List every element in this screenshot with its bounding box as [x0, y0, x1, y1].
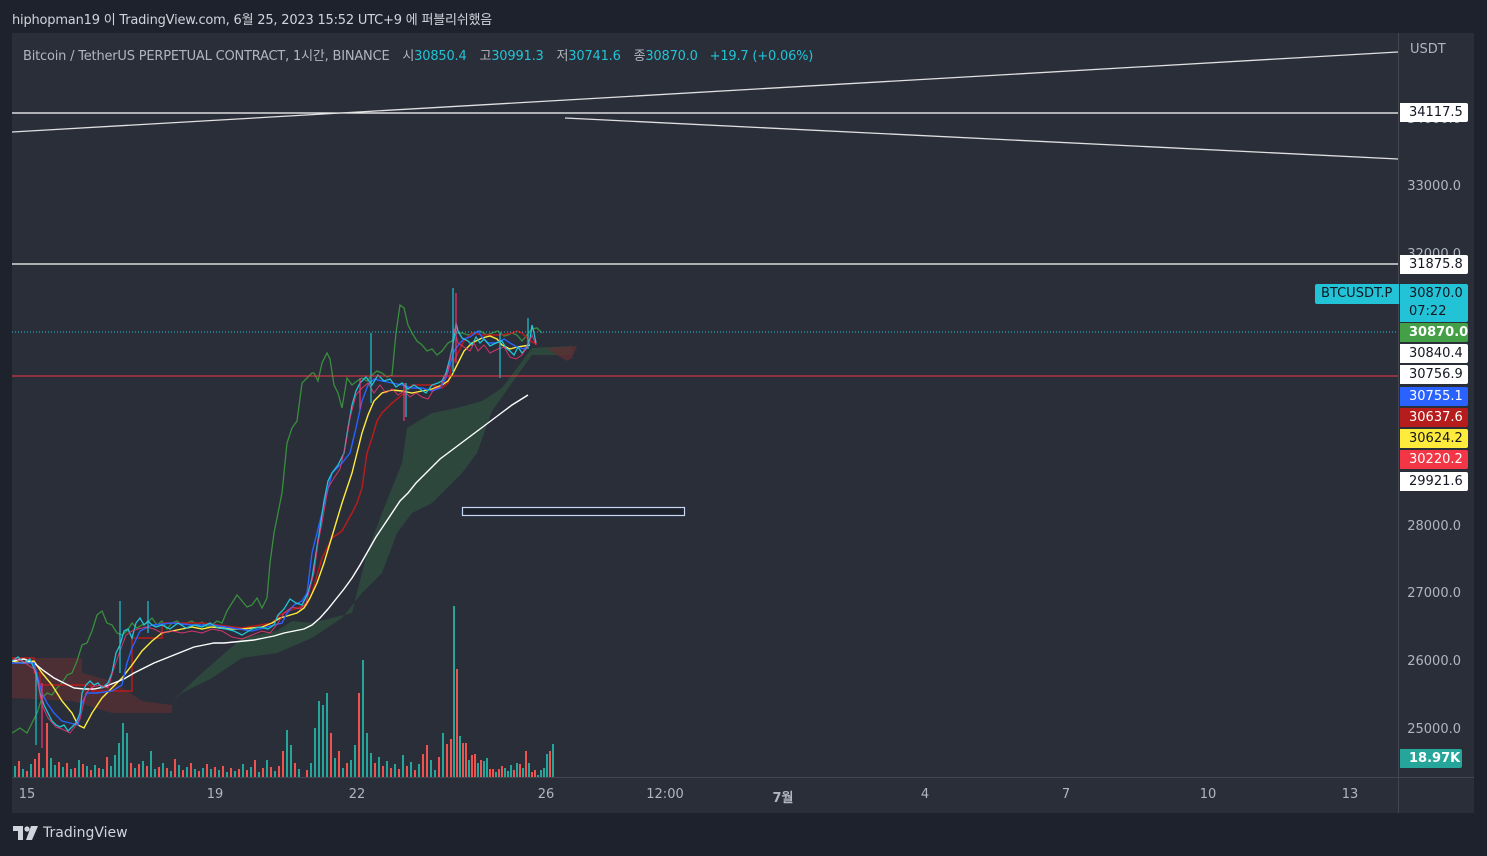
price-bars-up — [12, 322, 537, 733]
price-badge-lagging: 30870.0 — [1400, 323, 1468, 342]
currency-label: USDT — [1410, 42, 1446, 57]
volume-badge: 18.97K — [1400, 749, 1462, 768]
last-price-badge: 30870.0 07:22 — [1400, 284, 1468, 322]
high-value: 30991.3 — [491, 49, 544, 64]
price-tick: 33000.0 — [1407, 179, 1461, 194]
wicks — [35, 288, 529, 745]
time-tick: 15 — [18, 787, 36, 802]
lagging-span — [12, 303, 543, 734]
bar-countdown: 07:22 — [1409, 304, 1447, 319]
tradingview-watermark[interactable]: TradingView — [13, 825, 128, 841]
tradingview-logo-icon — [13, 826, 38, 840]
price-tick: 25000.0 — [1407, 722, 1461, 737]
open-value: 30850.4 — [414, 49, 467, 64]
open-label: 시 — [402, 49, 415, 64]
close-label: 종 — [633, 49, 646, 64]
price-badge-31875: 31875.8 — [1400, 255, 1468, 274]
ma-yellow — [12, 335, 531, 729]
time-tick: 22 — [348, 787, 366, 802]
price-badge-cloud: 30220.2 — [1400, 450, 1468, 469]
symbol-legend[interactable]: Bitcoin / TetherUS PERPETUAL CONTRACT, 1… — [23, 45, 813, 64]
price-chart[interactable] — [12, 33, 1398, 777]
low-label: 저 — [556, 49, 569, 64]
price-bars-down — [13, 328, 537, 734]
time-axis-divider — [12, 777, 1474, 778]
high-label: 고 — [479, 49, 492, 64]
time-tick: 13 — [1341, 787, 1359, 802]
rectangle-drawing — [461, 506, 686, 517]
trendline-falling — [564, 117, 1398, 160]
time-tick: 26 — [537, 787, 555, 802]
low-value: 30741.6 — [568, 49, 621, 64]
time-tick: 7 — [1061, 787, 1071, 802]
price-badge-34117: 34117.5 — [1400, 103, 1468, 122]
price-badge-tenkan: 30755.1 — [1400, 387, 1468, 406]
price-badge-ma-yellow: 30624.2 — [1400, 429, 1468, 448]
price-badge-support: 30756.9 — [1400, 365, 1468, 384]
time-tick: 12:00 — [646, 787, 684, 802]
chart-pane[interactable] — [12, 33, 1474, 813]
publish-info: hiphopman19 이 TradingView.com, 6월 25, 20… — [12, 13, 493, 28]
time-tick: 19 — [206, 787, 224, 802]
wicks-down — [41, 293, 457, 748]
price-axis-divider — [1398, 33, 1399, 813]
close-value: 30870.0 — [645, 49, 698, 64]
change-value: +19.7 (+0.06%) — [709, 49, 814, 64]
volume-bars — [14, 606, 554, 777]
time-tick: 10 — [1199, 787, 1217, 802]
price-badge-kijun: 30637.6 — [1400, 408, 1468, 427]
price-badge-ma-white: 30840.4 — [1400, 344, 1468, 363]
symbol-title: Bitcoin / TetherUS PERPETUAL CONTRACT, 1… — [23, 49, 390, 64]
tenkan-line — [12, 329, 531, 726]
price-tick: 27000.0 — [1407, 586, 1461, 601]
trendline-rising — [12, 51, 1398, 133]
symbol-badge: BTCUSDT.P — [1315, 284, 1399, 304]
brand-name: TradingView — [43, 825, 128, 841]
cloud-bear-right — [547, 346, 577, 361]
cloud-bull — [172, 346, 572, 701]
time-tick: 4 — [920, 787, 930, 802]
price-tick: 26000.0 — [1407, 654, 1461, 669]
price-tick: 28000.0 — [1407, 519, 1461, 534]
price-badge-ma-long: 29921.6 — [1400, 472, 1468, 491]
time-tick-month: 7월 — [772, 791, 794, 806]
last-price-value: 30870.0 — [1409, 286, 1463, 301]
